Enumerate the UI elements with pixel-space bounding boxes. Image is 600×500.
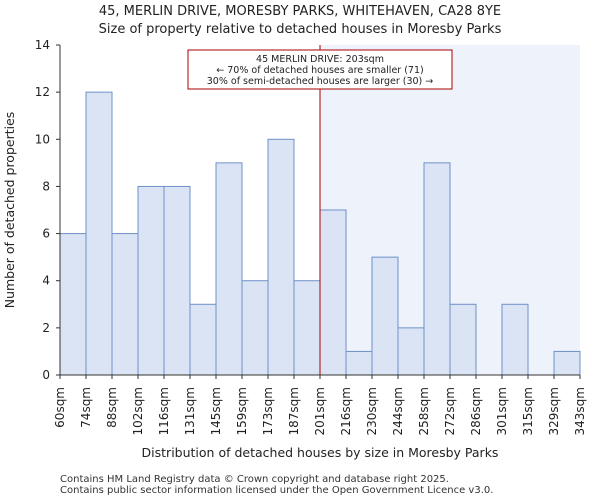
y-axis-title: Number of detached properties bbox=[2, 112, 17, 309]
x-tick-label: 116sqm bbox=[157, 387, 171, 435]
x-tick-label: 74sqm bbox=[79, 387, 93, 428]
bar bbox=[111, 233, 139, 376]
x-tick-label: 173sqm bbox=[261, 387, 275, 435]
chart-title-line2: Size of property relative to detached ho… bbox=[98, 22, 502, 37]
x-tick-label: 159sqm bbox=[235, 387, 249, 435]
x-tick-label: 88sqm bbox=[105, 387, 119, 428]
x-axis-title: Distribution of detached houses by size … bbox=[142, 445, 499, 460]
chart-title-line1: 45, MERLIN DRIVE, MORESBY PARKS, WHITEHA… bbox=[98, 4, 502, 19]
bar bbox=[423, 162, 451, 376]
bar bbox=[215, 162, 243, 376]
bar bbox=[85, 91, 113, 376]
bar bbox=[137, 185, 165, 376]
x-tick-label: 286sqm bbox=[469, 387, 483, 435]
bar bbox=[293, 280, 321, 376]
x-tick-label: 343sqm bbox=[573, 387, 587, 435]
bar bbox=[371, 256, 399, 376]
x-tick-label: 102sqm bbox=[131, 387, 145, 435]
x-tick-label: 315sqm bbox=[521, 387, 535, 435]
x-tick-label: 258sqm bbox=[417, 387, 431, 435]
bar bbox=[345, 350, 373, 376]
y-tick-label: 2 bbox=[42, 321, 50, 335]
x-tick-label: 272sqm bbox=[443, 387, 457, 435]
x-tick-label: 230sqm bbox=[365, 387, 379, 435]
bar bbox=[189, 303, 217, 376]
x-tick-label: 145sqm bbox=[209, 387, 223, 435]
bar bbox=[241, 280, 269, 376]
y-tick-label: 10 bbox=[35, 132, 50, 146]
x-tick-label: 216sqm bbox=[339, 387, 353, 435]
annotation-line1: 45 MERLIN DRIVE: 203sqm bbox=[256, 54, 384, 65]
bar bbox=[59, 233, 87, 376]
y-tick-label: 12 bbox=[35, 85, 50, 99]
x-tick-label: 301sqm bbox=[495, 387, 509, 435]
bar bbox=[163, 185, 191, 376]
bar bbox=[501, 303, 529, 376]
annotation-line3: 30% of semi-detached houses are larger (… bbox=[207, 76, 434, 87]
y-tick-label: 4 bbox=[42, 274, 50, 288]
annotation-line2: ← 70% of detached houses are smaller (71… bbox=[216, 65, 423, 76]
y-tick-label: 8 bbox=[42, 179, 50, 193]
bar bbox=[553, 350, 581, 376]
footer-line2: Contains public sector information licen… bbox=[60, 485, 494, 496]
y-tick-label: 14 bbox=[35, 38, 50, 52]
bar bbox=[319, 209, 347, 376]
y-tick-label: 6 bbox=[42, 227, 50, 241]
bar bbox=[449, 303, 477, 376]
y-tick-label: 0 bbox=[42, 368, 50, 382]
x-tick-label: 329sqm bbox=[547, 387, 561, 435]
footer-line1: Contains HM Land Registry data © Crown c… bbox=[60, 474, 449, 485]
bar bbox=[267, 138, 295, 376]
x-tick-label: 244sqm bbox=[391, 387, 405, 435]
x-tick-label: 131sqm bbox=[183, 387, 197, 435]
annotation-box bbox=[187, 49, 453, 90]
x-tick-label: 201sqm bbox=[313, 387, 327, 435]
x-tick-label: 187sqm bbox=[287, 387, 301, 435]
x-tick-label: 60sqm bbox=[53, 387, 67, 428]
bar bbox=[397, 327, 425, 376]
